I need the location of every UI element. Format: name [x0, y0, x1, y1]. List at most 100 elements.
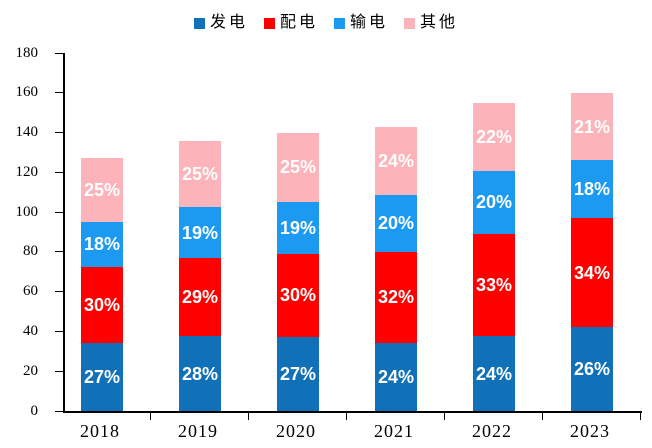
y-axis-tick-label: 100	[15, 203, 39, 220]
segment-value-label: 27%	[83, 366, 121, 387]
segment-value-label: 25%	[279, 157, 317, 178]
y-axis-tick-mark	[55, 92, 63, 94]
bar-segment-配电-2021: 32%	[375, 251, 417, 343]
segment-value-label: 32%	[377, 287, 415, 308]
segment-value-label: 19%	[279, 217, 317, 238]
bar-2022: 22% 20% 33% 24%	[473, 102, 515, 411]
x-axis-label-2021: 2021	[374, 421, 414, 441]
bar-segment-输电-2023: 18%	[571, 160, 613, 219]
segment-value-label: 24%	[377, 366, 415, 387]
bar-2019: 25% 19% 29% 28%	[179, 140, 221, 411]
y-axis-tick-mark	[55, 211, 63, 213]
x-axis-label-2019: 2019	[178, 421, 218, 441]
x-axis-label-2022: 2022	[472, 421, 512, 441]
y-axis-tick-label: 140	[15, 124, 39, 141]
bar-segment-其他-2023: 21%	[571, 92, 613, 161]
y-axis-tick-mark	[55, 370, 63, 372]
bar-segment-配电-2020: 30%	[277, 253, 319, 337]
bar-segment-输电-2021: 20%	[375, 194, 417, 252]
segment-value-label: 25%	[83, 180, 121, 201]
segment-value-label: 18%	[83, 234, 121, 255]
segment-value-label: 34%	[573, 262, 611, 283]
x-axis-tick-mark	[248, 413, 249, 420]
x-axis-label-2020: 2020	[276, 421, 316, 441]
legend-label: 配电	[279, 14, 318, 31]
x-axis-label-2023: 2023	[570, 421, 610, 441]
bar-2018: 25% 18% 30% 27%	[81, 158, 123, 411]
y-axis-tick-label: 120	[15, 163, 39, 180]
y-axis-tick-label: 180	[15, 44, 39, 61]
y-axis-tick-mark	[55, 410, 63, 412]
legend-label: 输电	[350, 14, 389, 31]
bar-segment-配电-2023: 34%	[571, 218, 613, 328]
segment-value-label: 24%	[475, 363, 513, 384]
x-axis-tick-mark	[346, 413, 347, 420]
segment-value-label: 20%	[475, 192, 513, 213]
x-axis-tick-mark	[542, 413, 543, 420]
bar-segment-发电-2021: 24%	[375, 342, 417, 411]
plot-area: 25% 18% 30% 27% 25% 19% 29% 28% 25% 19% 30% 27% 24% 2…	[63, 53, 642, 413]
y-axis-tick-label: 60	[23, 283, 38, 300]
legend-swatch-icon	[404, 17, 416, 29]
y-axis-tick-label: 40	[23, 322, 38, 339]
bar-segment-输电-2022: 20%	[473, 171, 515, 234]
y-axis-tick-label: 0	[30, 402, 39, 419]
segment-value-label: 19%	[181, 222, 219, 243]
bar-segment-配电-2022: 33%	[473, 233, 515, 337]
legend-item-4: 其他	[404, 15, 458, 31]
bar-segment-其他-2021: 24%	[375, 126, 417, 195]
segment-value-label: 27%	[279, 363, 317, 384]
bar-segment-其他-2022: 22%	[473, 102, 515, 172]
legend-item-1: 发电	[193, 14, 248, 31]
bar-segment-配电-2019: 29%	[179, 258, 221, 337]
y-axis-tick-label: 160	[15, 84, 39, 101]
y-axis-tick-mark	[55, 132, 63, 134]
y-axis-tick-mark	[55, 171, 63, 173]
bar-segment-配电-2018: 30%	[81, 267, 123, 343]
segment-value-label: 25%	[181, 164, 219, 185]
y-axis-tick-label: 20	[23, 362, 38, 379]
bar-2023: 21% 18% 34% 26%	[571, 92, 613, 411]
bar-segment-其他-2019: 25%	[179, 140, 221, 208]
segment-value-label: 21%	[573, 116, 611, 137]
bar-2021: 24% 20% 32% 24%	[375, 126, 417, 411]
y-axis-tick-mark	[55, 251, 63, 253]
segment-value-label: 26%	[573, 359, 611, 380]
legend: 发电 配电 输电 其他	[0, 12, 652, 34]
legend-label: 其他	[420, 14, 459, 31]
bar-segment-发电-2023: 26%	[571, 327, 613, 411]
x-axis-label-2018: 2018	[80, 421, 120, 441]
x-axis-tick-mark	[640, 413, 641, 420]
x-axis-tick-mark	[150, 413, 151, 420]
bar-segment-输电-2019: 19%	[179, 207, 221, 259]
bar-segment-发电-2019: 28%	[179, 336, 221, 411]
legend-item-2: 配电	[263, 14, 318, 31]
segment-value-label: 29%	[181, 287, 219, 308]
legend-label: 发电	[209, 14, 248, 31]
y-axis-tick-mark	[55, 291, 63, 293]
segment-value-label: 30%	[279, 285, 317, 306]
y-axis-tick-mark	[55, 330, 63, 332]
legend-item-3: 输电	[334, 15, 388, 31]
x-axis-tick-mark	[444, 413, 445, 420]
segment-value-label: 20%	[377, 213, 415, 234]
y-axis-tick-mark	[55, 52, 63, 54]
segment-value-label: 33%	[475, 274, 513, 295]
bar-segment-输电-2018: 18%	[81, 221, 123, 268]
bar-segment-发电-2022: 24%	[473, 336, 515, 411]
legend-swatch-icon	[334, 17, 345, 29]
legend-swatch-icon	[193, 17, 205, 29]
segment-value-label: 28%	[181, 363, 219, 384]
segment-value-label: 24%	[377, 150, 415, 171]
segment-value-label: 18%	[573, 179, 611, 200]
bar-segment-发电-2020: 27%	[277, 336, 319, 411]
bar-segment-其他-2018: 25%	[81, 158, 123, 222]
legend-swatch-icon	[263, 17, 275, 29]
bar-segment-发电-2018: 27%	[81, 342, 123, 411]
bar-2020: 25% 19% 30% 27%	[277, 132, 319, 411]
segment-value-label: 22%	[475, 127, 513, 148]
bar-segment-输电-2020: 19%	[277, 201, 319, 254]
bar-segment-其他-2020: 25%	[277, 132, 319, 202]
segment-value-label: 30%	[83, 294, 121, 315]
